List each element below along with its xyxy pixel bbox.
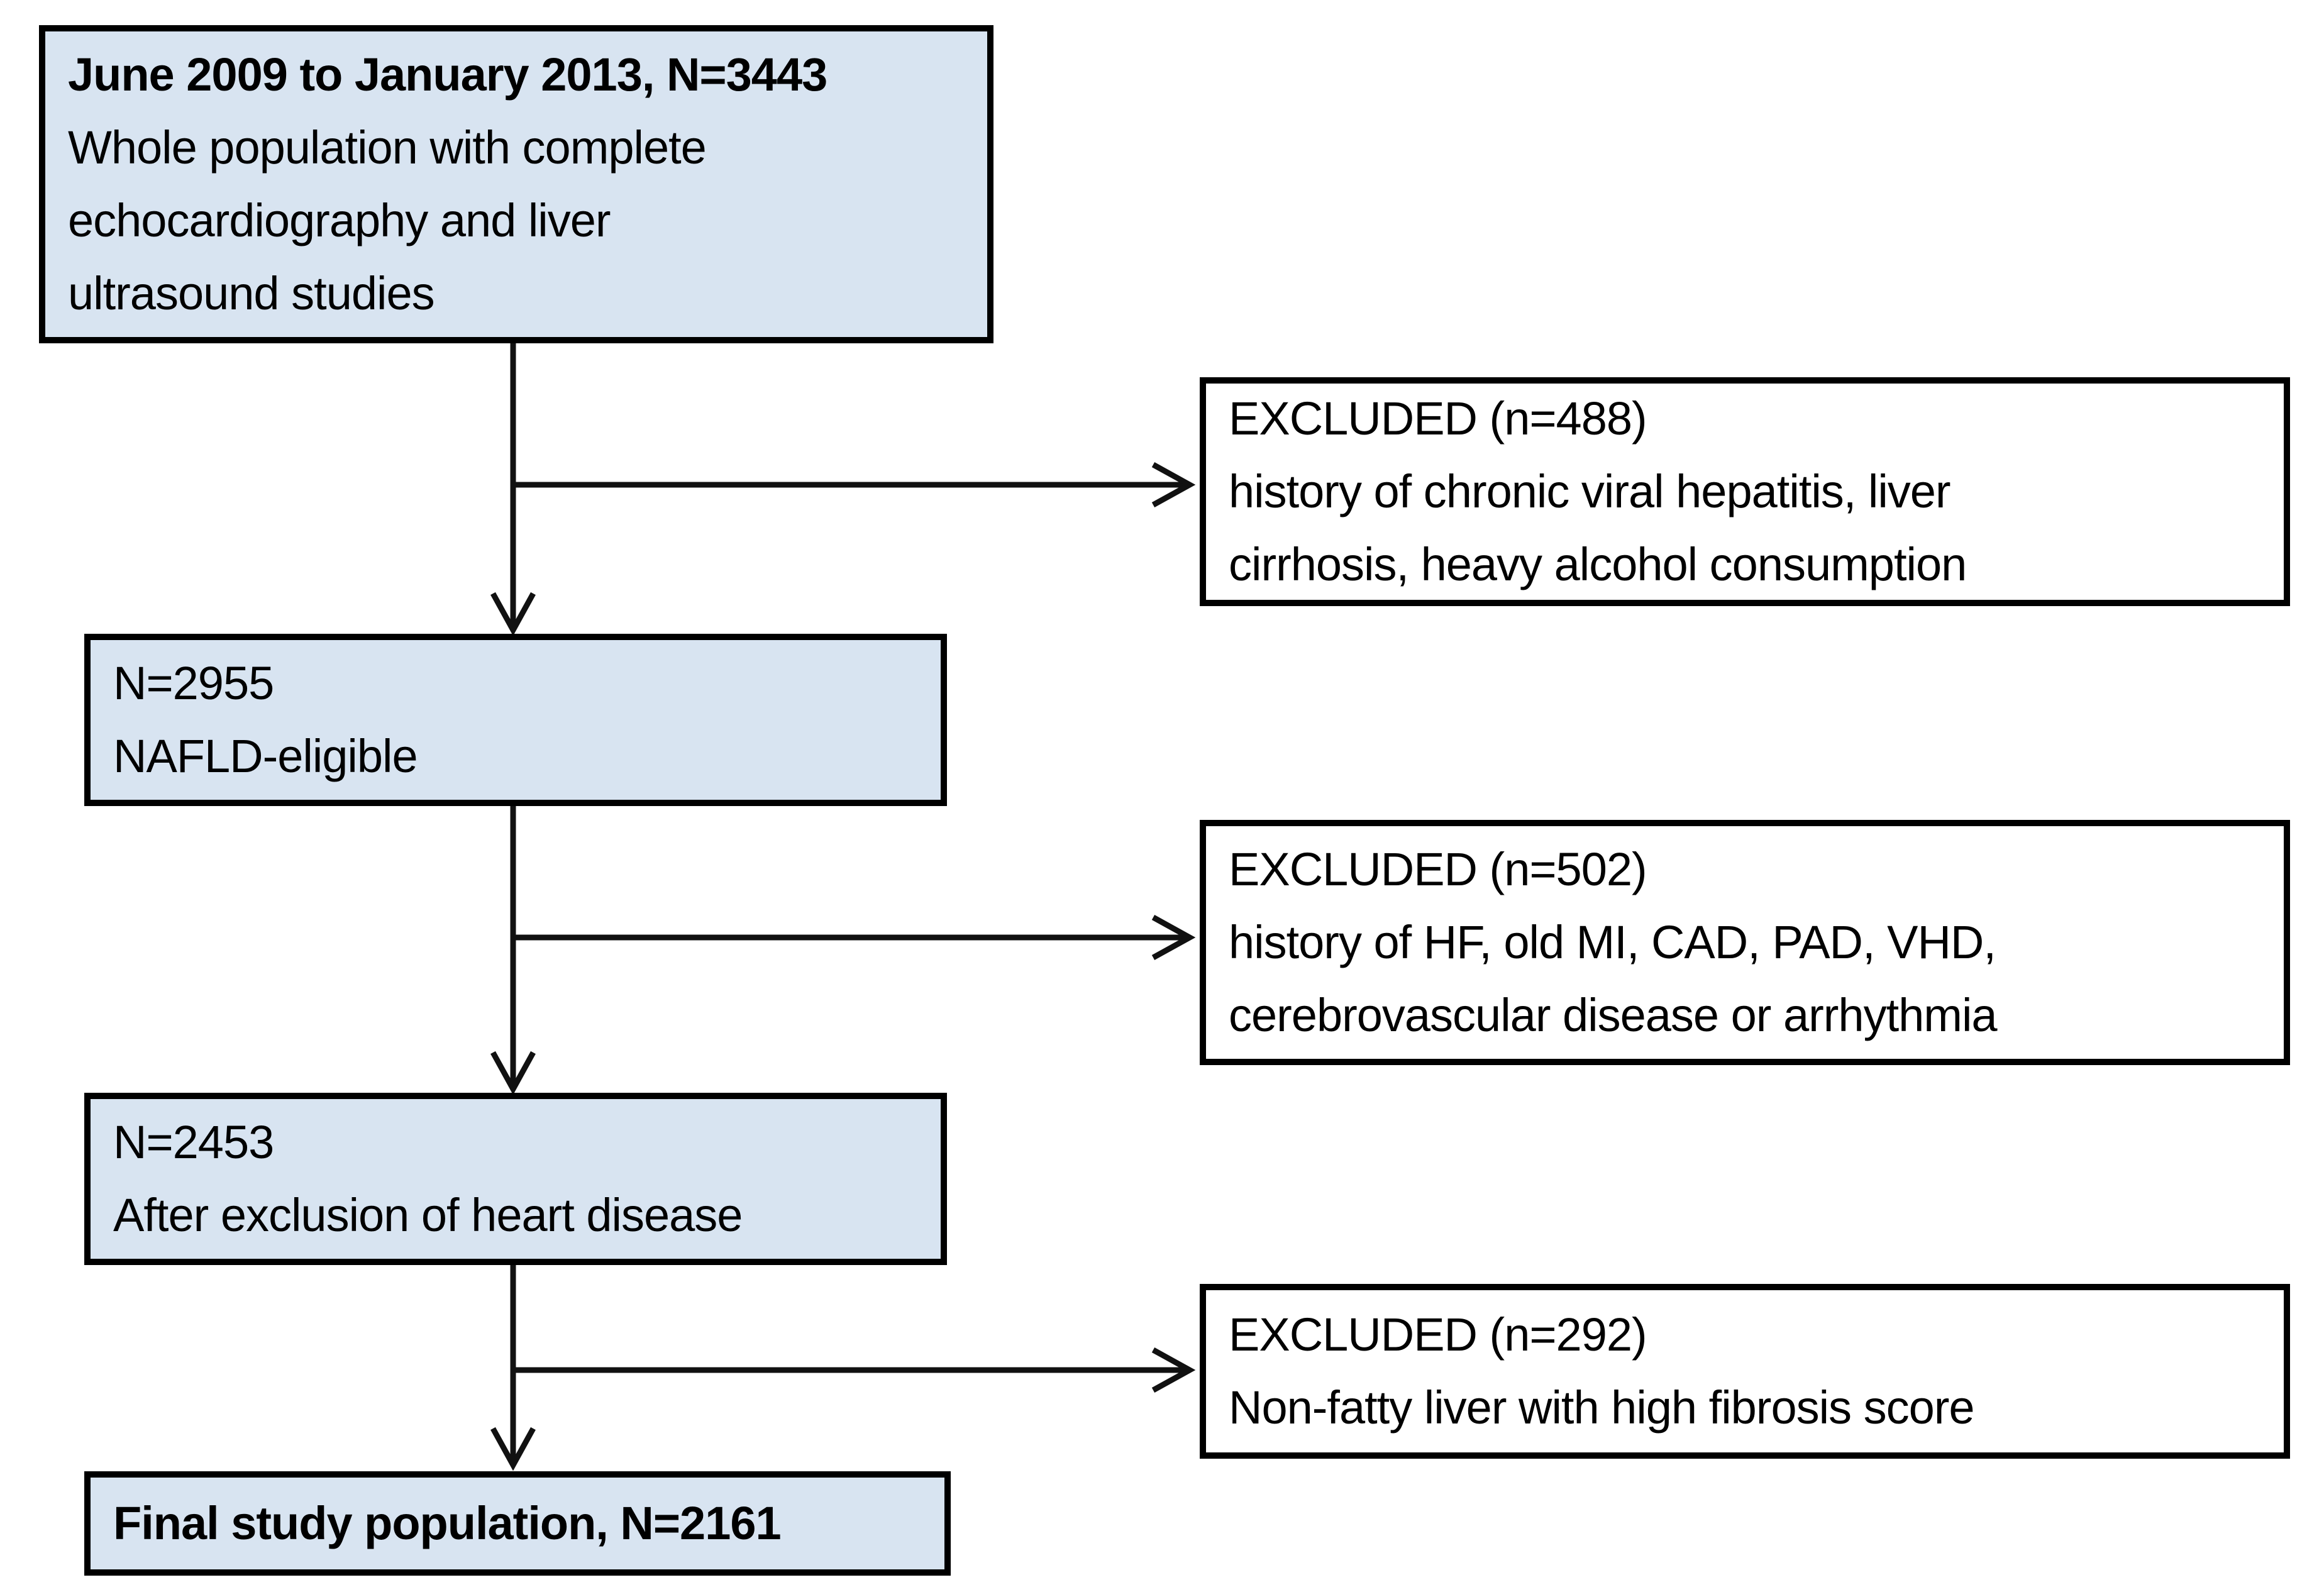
- excluded-2-reason-line: history of HF, old MI, CAD, PAD, VHD,: [1229, 916, 1996, 968]
- enrollment-box: June 2009 to January 2013, N=3443 Whole …: [39, 25, 993, 343]
- excluded-3-header: EXCLUDED (n=292): [1229, 1308, 1647, 1361]
- excluded-1-reason-line: cirrhosis, heavy alcohol consumption: [1229, 538, 1967, 590]
- final-population-label: Final study population, N=2161: [113, 1497, 782, 1549]
- excluded-box-3: EXCLUDED (n=292) Non-fatty liver with hi…: [1200, 1284, 2290, 1459]
- down-arrow-icon-2: [490, 1051, 536, 1095]
- excluded-box-2: EXCLUDED (n=502) history of HF, old MI, …: [1200, 820, 2290, 1065]
- eligible-label: NAFLD-eligible: [113, 730, 418, 782]
- down-arrow-icon-1: [490, 592, 536, 636]
- eligible-count: N=2955: [113, 657, 274, 709]
- heart-exclusion-box: N=2453 After exclusion of heart disease: [84, 1093, 947, 1265]
- enrollment-text-line: Whole population with complete: [68, 121, 707, 174]
- right-arrow-icon-1: [1151, 462, 1196, 507]
- excluded-2-reason-line: cerebrovascular disease or arrhythmia: [1229, 989, 1998, 1041]
- excluded-1-header: EXCLUDED (n=488): [1229, 392, 1647, 445]
- excluded-1-reason-line: history of chronic viral hepatitis, live…: [1229, 465, 1951, 517]
- nafld-eligible-box: N=2955 NAFLD-eligible: [84, 634, 947, 806]
- right-arrow-icon-2: [1151, 915, 1196, 960]
- enrollment-text-line: echocardiography and liver: [68, 194, 611, 246]
- excluded-3-reason-line: Non-fatty liver with high fibrosis score: [1229, 1381, 1975, 1434]
- excluded-box-1: EXCLUDED (n=488) history of chronic vira…: [1200, 377, 2290, 606]
- enrollment-text-line: ultrasound studies: [68, 267, 435, 319]
- down-arrow-icon-3: [490, 1427, 536, 1471]
- enrollment-title: June 2009 to January 2013, N=3443: [68, 48, 827, 101]
- heart-exclusion-count: N=2453: [113, 1116, 274, 1168]
- excluded-2-header: EXCLUDED (n=502): [1229, 843, 1647, 895]
- right-arrow-icon-3: [1151, 1347, 1196, 1393]
- final-population-box: Final study population, N=2161: [84, 1471, 951, 1576]
- heart-exclusion-label: After exclusion of heart disease: [113, 1189, 743, 1241]
